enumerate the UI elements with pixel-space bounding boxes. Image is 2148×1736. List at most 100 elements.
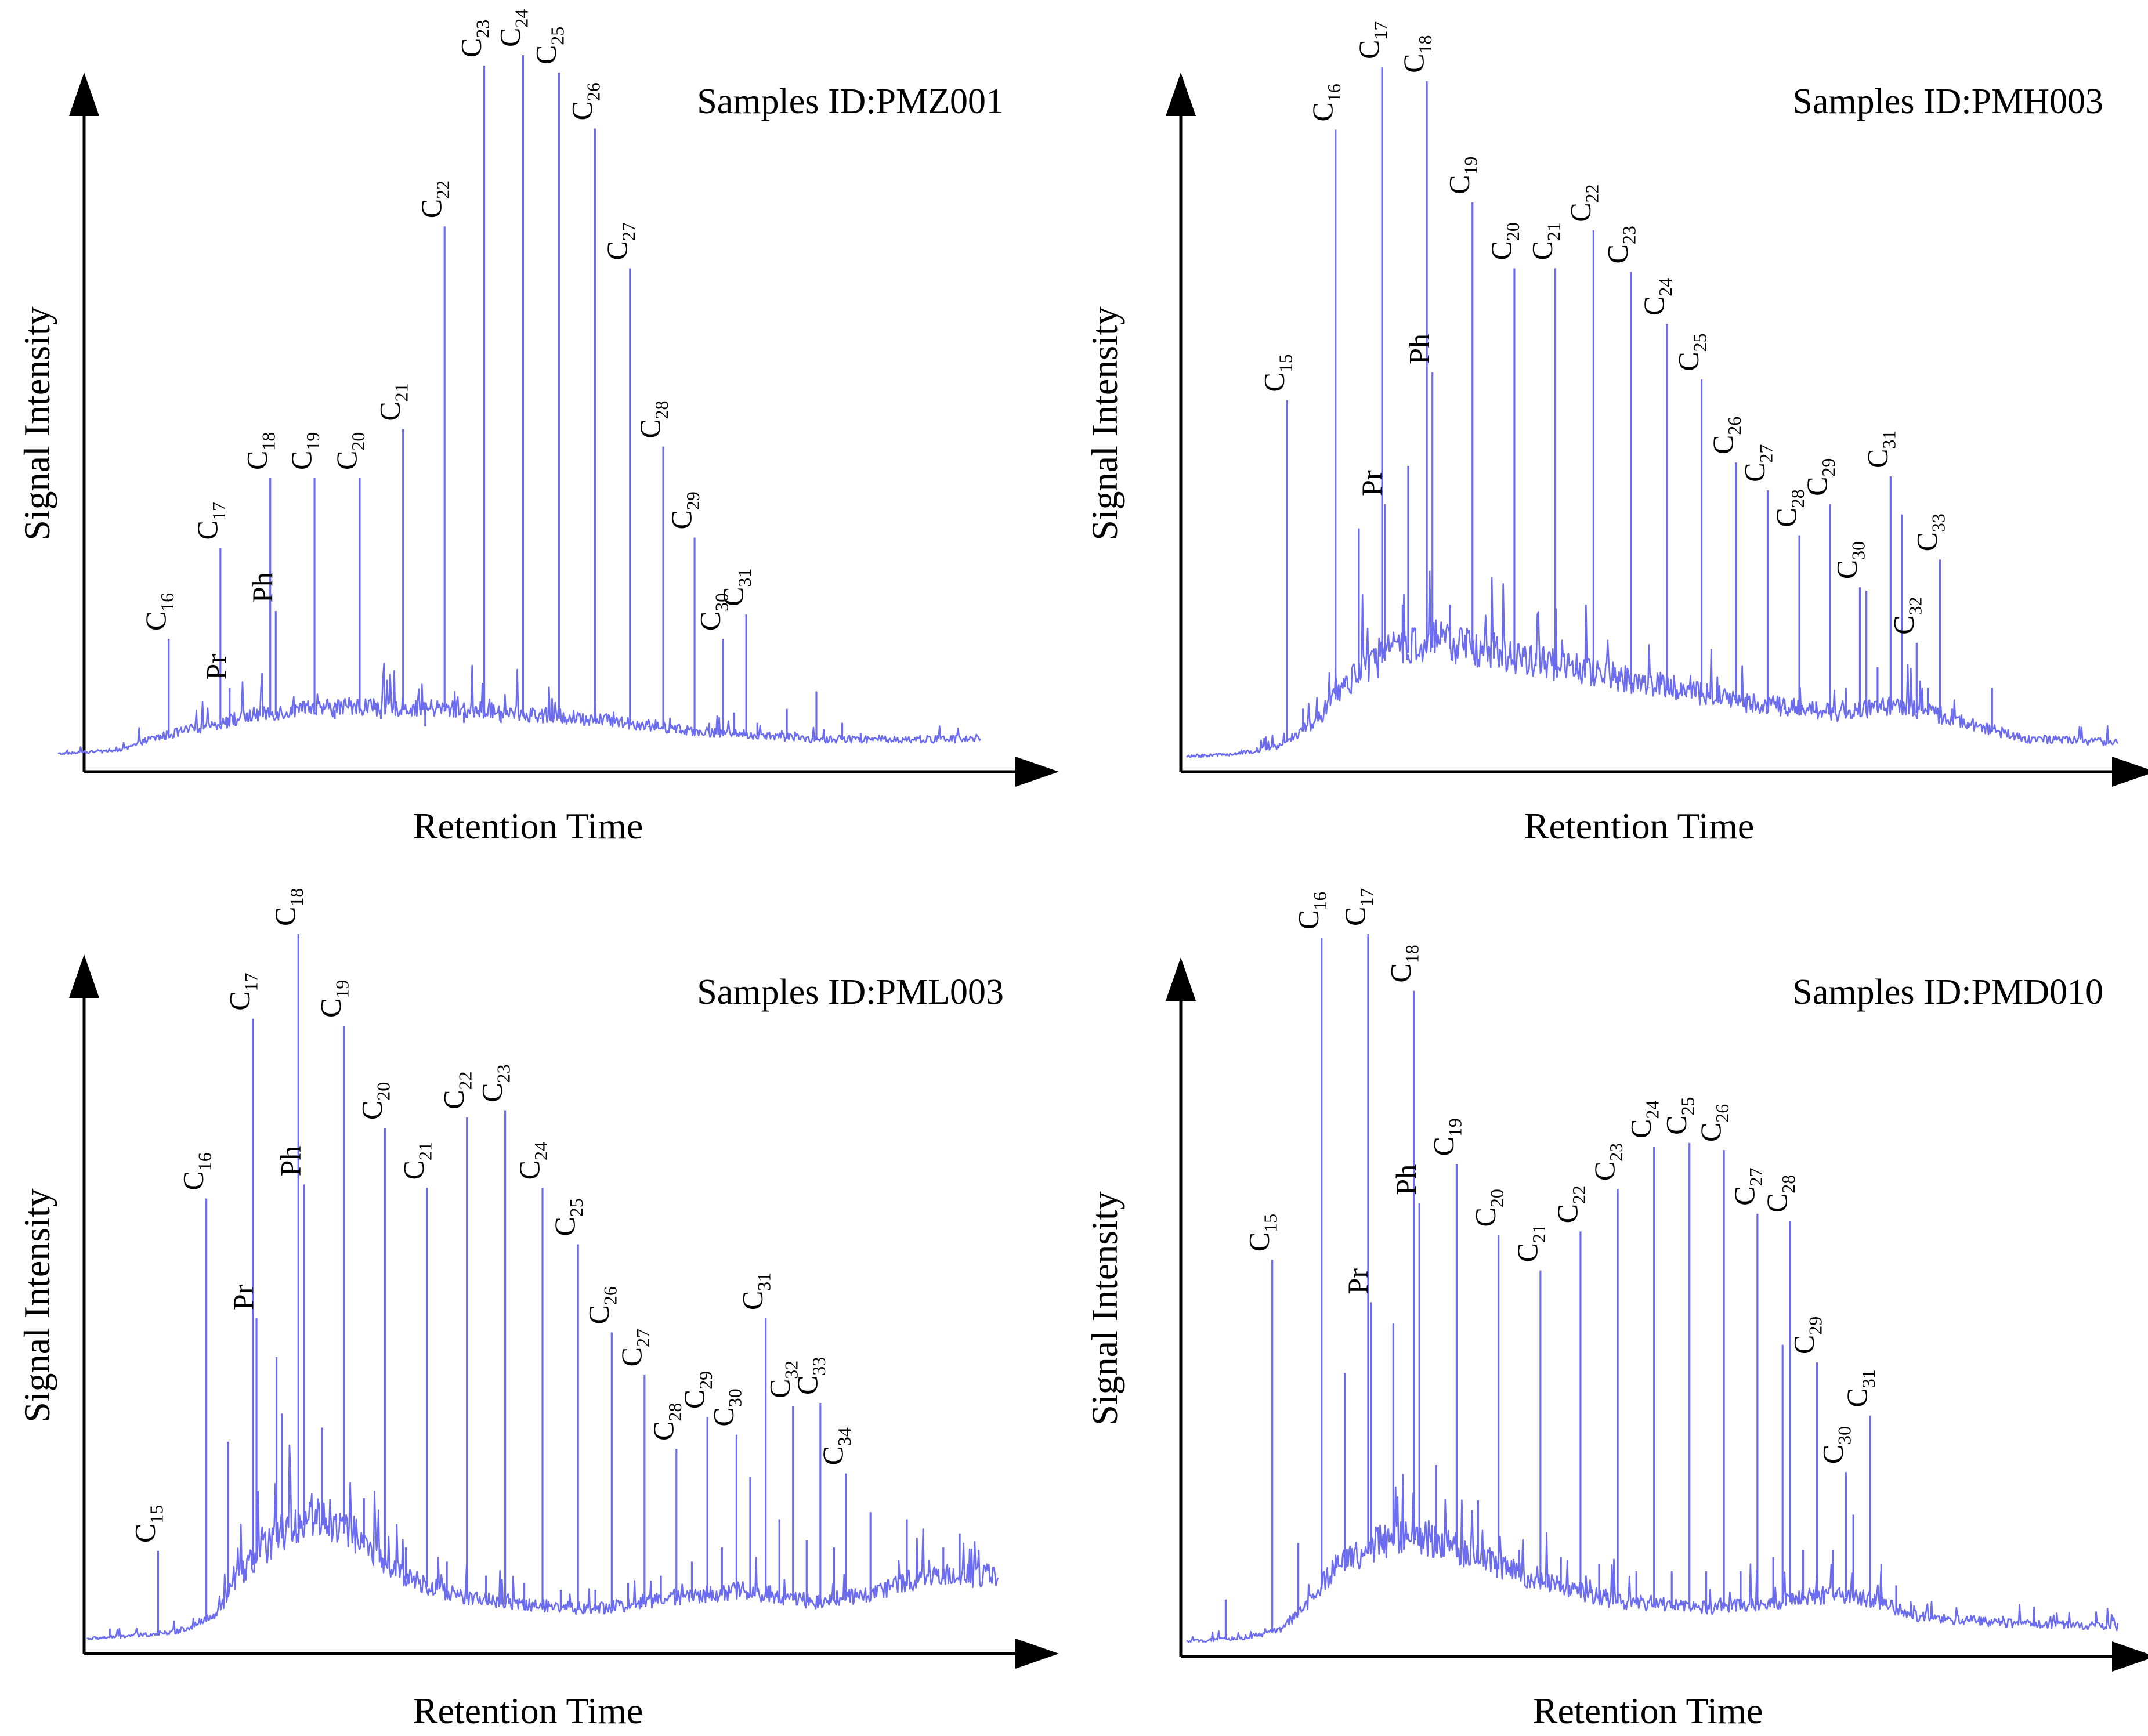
peak-label: C25 [1660,1097,1698,1135]
peak-label: C33 [791,1357,829,1395]
peak-label: C17 [223,972,262,1010]
peak-label: C19 [1443,157,1481,194]
peak-label: C23 [455,20,493,57]
chromatogram-trace [1186,570,2119,758]
peak-label: C18 [1384,945,1423,982]
peak-label: C27 [615,1329,653,1366]
peak-label: C28 [1760,1175,1799,1213]
y-axis-arrow [69,954,99,998]
peak-label: Pr [200,654,233,680]
peak-label: C21 [1526,222,1564,260]
peak-label: C24 [1637,278,1676,316]
peak-label: C26 [565,82,603,120]
y-axis-label: Signal Intensity [1084,1191,1125,1426]
peak-label: C15 [1257,354,1296,392]
x-axis-arrow [2112,757,2148,787]
x-axis-label: Retention Time [1533,1690,1763,1731]
peak-label: C17 [191,502,229,540]
peak-label: C28 [1770,489,1808,527]
peak-label: Pr [1341,1268,1374,1294]
peak-label: C30 [693,593,732,631]
axes [1166,73,2148,787]
y-axis-label: Signal Intensity [16,1188,57,1423]
x-axis-arrow [1015,757,1059,787]
peak-label: C18 [241,432,279,470]
x-axis-label: Retention Time [1524,805,1755,847]
peak-label: C15 [128,1505,167,1543]
peak-label: C22 [415,180,453,218]
peak-label: C18 [269,888,307,926]
peak-label: C20 [1469,1189,1507,1227]
peak-label: C20 [330,432,368,470]
peak-label: C23 [476,1064,514,1102]
peak-label: C31 [1840,1369,1879,1407]
peak-label: C21 [397,1142,436,1180]
y-axis-label: Signal Intensity [1084,306,1125,541]
peak-label: C27 [1738,444,1777,482]
peak-label: C28 [634,400,672,438]
peak-label: C20 [355,1082,393,1120]
peak-label: Ph [1390,1164,1422,1195]
peak-label: C30 [1816,1426,1854,1464]
peak-label: C32 [1887,596,1925,634]
peak-label: C33 [1910,513,1948,551]
axes [69,73,1059,787]
peak-label: C29 [1788,1317,1826,1354]
sample-id-title: Samples ID:PML003 [697,972,1004,1012]
peak-label: C27 [601,222,639,260]
peak-label: Ph [246,572,279,603]
axes [69,954,1059,1669]
peak-label: C25 [529,27,567,64]
peak-label: C29 [665,491,703,529]
y-axis-arrow [1166,73,1196,116]
chromatogram-panel-1: Samples ID:PMZ001 Retention Time Signal In… [16,9,1059,847]
chromatogram-trace [1186,1474,2119,1643]
axes [1166,957,2148,1672]
peak-label: Ph [274,1146,307,1177]
peak-label: C15 [1243,1214,1281,1252]
peak-label: C24 [1625,1101,1663,1138]
peak-label: C20 [1485,222,1523,260]
sample-id-title: Samples ID:PMD010 [1792,972,2103,1012]
peak-label: C17 [1339,888,1377,926]
peak-label: C18 [1397,35,1435,73]
peak-label: C27 [1728,1168,1766,1206]
peak-label: C16 [1306,84,1344,121]
peak-label: C25 [548,1198,587,1236]
peak-label: C16 [177,1152,215,1190]
peak-label: C26 [582,1286,620,1324]
peak-label: C23 [1601,226,1640,263]
peak-label: C28 [647,1403,685,1441]
peak-label: C31 [736,1272,775,1310]
x-axis-arrow [1015,1639,1059,1669]
chromatogram-trace [57,662,981,755]
peak-label: C30 [707,1388,745,1426]
chromatogram-panel-4: Samples ID:PMD010 Retention Time Signal In… [1084,888,2148,1731]
peak-label: C21 [374,383,412,421]
peak-label: C29 [1800,458,1839,496]
peak-label: C32 [764,1361,802,1398]
peak-label: C19 [314,980,353,1018]
peak-label: C24 [513,1142,551,1180]
peak-label: C31 [1861,431,1899,468]
peak-label: C34 [816,1427,855,1465]
peak-label: Pr [227,1284,259,1310]
peak-label: C16 [1292,892,1330,930]
y-axis-arrow [69,73,99,116]
peak-label: C22 [1564,184,1602,222]
peak-label: C26 [1706,417,1745,454]
sample-id-title: Samples ID:PMH003 [1792,82,2103,121]
peak-label: C30 [1830,541,1868,579]
y-axis-arrow [1166,957,1196,1001]
peak-label: C19 [285,432,323,470]
chromatogram-panel-2: Samples ID:PMH003 Retention Time Signal In… [1084,21,2148,847]
peak-label: C29 [678,1371,716,1409]
chromatogram-panel-3: Samples ID:PML003 Retention Time Signal In… [16,888,1059,1731]
peak-label: C25 [1672,333,1711,371]
y-axis-label: Signal Intensity [16,306,57,541]
peak-label: Pr [1355,470,1388,496]
peak-label: C22 [1551,1185,1589,1223]
peak-label: C31 [717,569,755,606]
